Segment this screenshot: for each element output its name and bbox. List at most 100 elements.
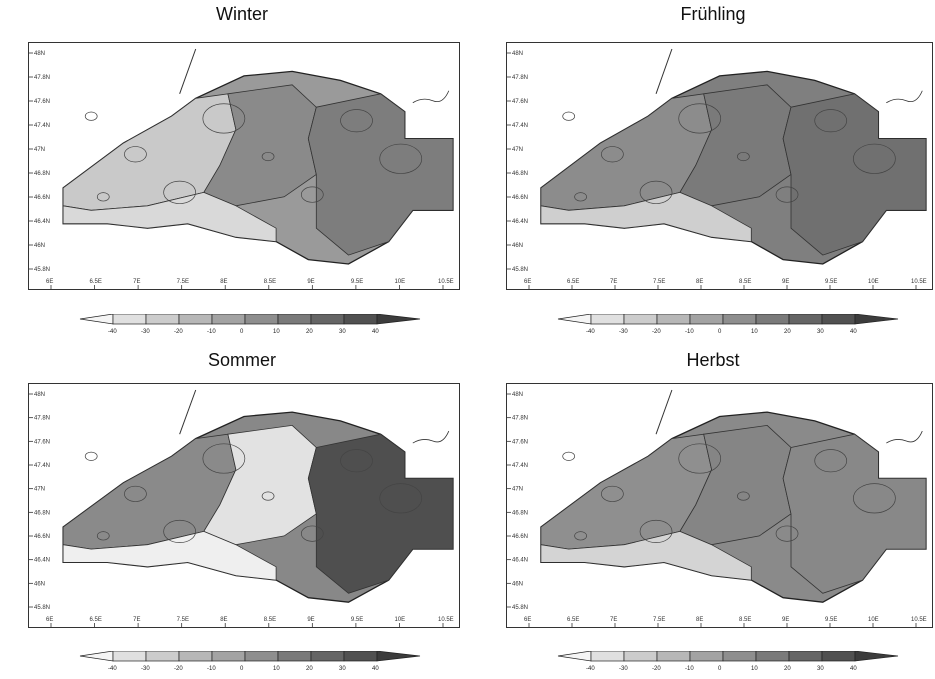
x-tick-label: 8.5E — [739, 279, 751, 285]
y-tick-label: 48N — [34, 51, 45, 57]
colorbar-segment — [788, 314, 823, 325]
colorbar-segment — [788, 651, 823, 662]
colorbar-label: -20 — [174, 666, 183, 672]
colorbar-label: -40 — [108, 329, 117, 335]
colorbar-segment — [145, 651, 180, 662]
colorbar: -40 -30 -20 -10 0 10 20 30 40 — [557, 651, 899, 672]
panel-title: Winter — [215, 4, 268, 24]
region-southwest — [62, 191, 277, 243]
y-tick-label: 46N — [512, 581, 523, 587]
colorbar-segment — [211, 314, 246, 325]
colorbar-label: 20 — [784, 666, 791, 672]
contour-line — [601, 146, 624, 163]
contour-line — [639, 180, 673, 204]
y-tick-label: 46.6N — [34, 195, 50, 201]
x-tick-label: 7.5E — [177, 617, 189, 623]
y-tick-label: 47.8N — [512, 75, 528, 81]
x-tick-label: 10.5E — [438, 279, 454, 285]
y-tick-label: 48N — [34, 392, 45, 398]
colorbar-segment — [722, 651, 757, 662]
border-line — [412, 430, 450, 444]
y-tick-label: 46N — [34, 243, 45, 249]
contour-line — [163, 180, 196, 204]
colorbar-segment — [310, 651, 345, 662]
contour-line — [574, 531, 587, 541]
x-tick-label: 8E — [220, 617, 227, 623]
border-line — [886, 430, 923, 444]
map-frame: 48N 47.8N 47.6N 47.4N 47N 46.8N 46.6N 46.4N 46N 4… — [28, 42, 460, 290]
x-tick-label: 6.5E — [90, 617, 102, 623]
x-tick-label: 8.5E — [264, 617, 276, 623]
x-tick-label: 7E — [610, 617, 617, 623]
colorbar-segment — [178, 651, 213, 662]
colorbar-label: -30 — [141, 666, 150, 672]
colorbar-segment — [310, 314, 345, 325]
map-frame: 48N 47.8N 47.6N 47.4N 47N 46.8N 46.6N 46.4N 46N 4… — [506, 383, 933, 628]
y-tick-label: 46.4N — [512, 219, 528, 225]
panel-title: Frühling — [680, 4, 746, 24]
x-tick-label: 6E — [46, 279, 53, 285]
contour-line — [814, 449, 848, 473]
contour-line — [300, 525, 324, 542]
y-tick-label: 47N — [512, 147, 523, 153]
border-line — [886, 90, 923, 104]
colorbar-segment — [854, 314, 899, 325]
y-tick-label: 47.6N — [34, 99, 50, 105]
y-tick-label: 48N — [512, 51, 523, 57]
contour-line — [562, 111, 576, 121]
contour-line — [678, 103, 722, 134]
colorbar-segment — [689, 314, 724, 325]
colorbar-segment — [623, 651, 658, 662]
region-southwest — [62, 530, 277, 581]
colorbar-segment — [244, 651, 279, 662]
x-tick-label: 10E — [394, 617, 405, 623]
y-tick-label: 45.8N — [34, 605, 50, 611]
colorbar-segment — [376, 651, 421, 662]
y-tick-label: 46.6N — [512, 195, 528, 201]
colorbar-segment — [854, 651, 899, 662]
x-tick-label: 6E — [524, 279, 531, 285]
contour-line — [340, 109, 373, 133]
x-tick-label: 8.5E — [739, 617, 751, 623]
colorbar-segment — [112, 651, 147, 662]
map-frame: 48N 47.8N 47.6N 47.4N 47N 46.8N 46.6N 46.4N 46N 4… — [506, 42, 933, 290]
region-southwest — [540, 191, 752, 243]
colorbar-label: 40 — [372, 666, 379, 672]
colorbar-label: 20 — [784, 329, 791, 335]
x-tick-label: 7E — [133, 279, 140, 285]
x-tick-label: 10E — [868, 617, 879, 623]
region-center — [203, 424, 317, 546]
contour-line — [379, 143, 423, 174]
contour-line — [737, 491, 750, 501]
contour-line — [202, 443, 246, 474]
y-tick-label: 46.4N — [512, 558, 528, 564]
colorbar: -40 -30 -20 -10 0 10 20 30 40 — [79, 651, 421, 672]
y-tick-label: 47.4N — [512, 123, 528, 129]
y-tick-label: 45.8N — [34, 267, 50, 273]
x-tick-label: 6E — [524, 617, 531, 623]
colorbar-label: 20 — [306, 666, 313, 672]
contour-line — [678, 443, 722, 474]
x-tick-label: 10.5E — [438, 617, 454, 623]
colorbar-label: 30 — [339, 329, 346, 335]
y-tick-label: 46.8N — [512, 510, 528, 516]
x-tick-label: 6.5E — [90, 279, 102, 285]
contour-line — [775, 186, 799, 203]
colorbar-segment — [821, 651, 856, 662]
colorbar-label: -10 — [685, 666, 694, 672]
contour-line — [96, 192, 110, 202]
y-tick-label: 47.4N — [34, 123, 50, 129]
contour-line — [775, 525, 799, 542]
colorbar-segment — [821, 314, 856, 325]
contour-line — [202, 103, 246, 134]
border-line — [179, 389, 197, 435]
colorbar-segment — [623, 314, 658, 325]
colorbar-segment — [145, 314, 180, 325]
region-east — [307, 93, 454, 256]
colorbar-segment — [590, 314, 625, 325]
colorbar-segment — [343, 314, 378, 325]
x-tick-label: 7.5E — [653, 279, 665, 285]
x-tick-label: 10E — [394, 279, 405, 285]
x-tick-label: 10.5E — [911, 279, 927, 285]
y-tick-label: 46.6N — [512, 534, 528, 540]
